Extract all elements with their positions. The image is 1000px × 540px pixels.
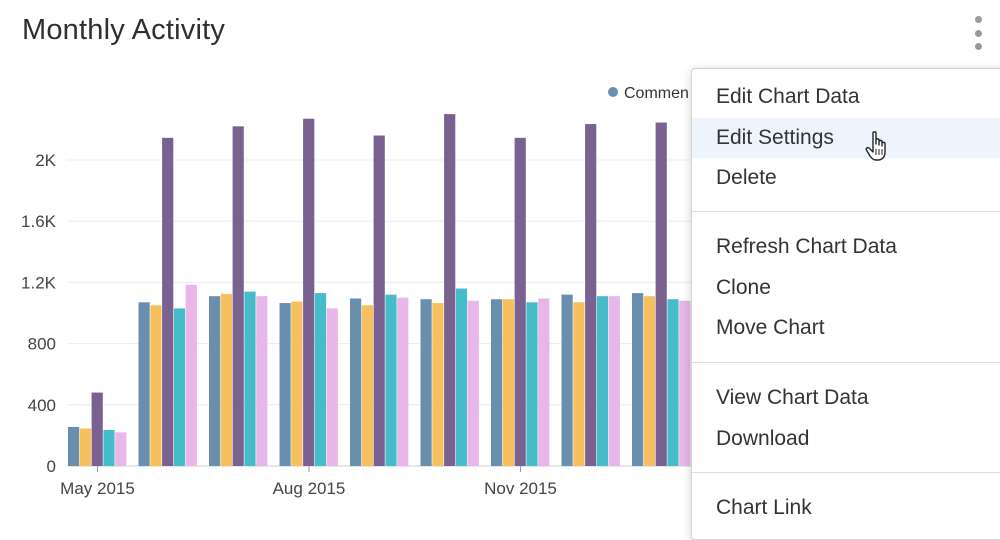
y-tick-label: 800 <box>28 335 56 354</box>
bar <box>279 303 291 466</box>
bar <box>561 294 573 466</box>
menu-item-clone[interactable]: Clone <box>716 275 771 299</box>
y-tick-label: 1.2K <box>21 273 57 292</box>
dot <box>974 43 982 50</box>
bar-chart: 0 400 800 1.2K 1.6K 2K May 2015 Aug 2015 Nov 201… <box>21 85 1000 498</box>
bar <box>79 428 91 466</box>
bar <box>679 300 691 466</box>
bar <box>361 305 373 466</box>
menu-item-edit-chart-data[interactable]: Edit Chart Data <box>716 85 860 108</box>
menu-item-edit-settings[interactable]: Edit Settings <box>692 117 1000 158</box>
bar <box>526 302 538 466</box>
bar <box>655 122 667 466</box>
legend-marker <box>608 87 618 97</box>
chart-title: Monthly Activity <box>22 14 226 46</box>
menu-divider <box>692 211 1000 212</box>
bar <box>68 426 80 466</box>
bar <box>291 301 303 466</box>
menu-divider <box>692 472 1000 473</box>
bar <box>138 302 150 466</box>
bar <box>326 308 338 466</box>
bar <box>350 298 362 466</box>
bar <box>455 288 468 466</box>
y-tick-label: 400 <box>28 396 56 415</box>
bar <box>467 300 479 466</box>
menu-item-delete[interactable]: Delete <box>716 166 777 189</box>
menu-item-view-chart-data[interactable]: View Chart Data <box>716 386 869 409</box>
more-options-icon[interactable] <box>968 16 988 50</box>
bar <box>91 392 103 466</box>
legend-label: Commen <box>624 85 689 102</box>
bar <box>209 296 221 466</box>
bar <box>596 296 609 466</box>
y-tick-label: 0 <box>47 457 56 476</box>
bar <box>162 137 174 466</box>
bar <box>373 135 385 466</box>
bar <box>185 284 197 466</box>
bar <box>632 293 644 466</box>
bar <box>502 299 514 466</box>
bar <box>314 293 327 466</box>
menu-item-move-chart[interactable]: Move Chart <box>716 316 825 339</box>
bar <box>244 291 256 466</box>
hand-cursor-icon <box>865 131 886 161</box>
bar <box>256 296 268 466</box>
chart-options-menu: Edit Chart Data Edit Settings Delete Refres… <box>691 68 1000 540</box>
bar <box>220 293 232 466</box>
bar <box>173 308 186 466</box>
bar <box>420 299 432 466</box>
bar <box>643 296 655 466</box>
bar <box>397 297 409 466</box>
bar <box>491 299 503 466</box>
bar <box>608 296 620 466</box>
bar <box>150 305 162 466</box>
menu-item-refresh-chart-data[interactable]: Refresh Chart Data <box>716 235 897 258</box>
bar <box>432 303 444 466</box>
x-tick-label: Aug 2015 <box>273 479 346 498</box>
x-tick-label: May 2015 <box>60 479 135 498</box>
bar <box>573 302 585 466</box>
menu-item-chart-link[interactable]: Chart Link <box>716 496 812 519</box>
menu-divider <box>692 362 1000 363</box>
bar <box>232 126 244 466</box>
x-tick-label: Nov 2015 <box>484 479 557 498</box>
bar <box>667 299 679 466</box>
dot <box>974 16 982 23</box>
bar <box>444 114 456 466</box>
bar <box>585 124 597 467</box>
bar <box>385 294 397 466</box>
y-tick-label: 1.6K <box>21 212 57 231</box>
bar <box>303 118 315 466</box>
y-tick-label: 2K <box>35 151 56 170</box>
bar <box>538 298 550 466</box>
menu-item-download[interactable]: Download <box>716 426 810 450</box>
bar <box>115 432 127 466</box>
bar <box>103 430 115 466</box>
bar <box>514 137 526 466</box>
dot <box>974 29 982 37</box>
